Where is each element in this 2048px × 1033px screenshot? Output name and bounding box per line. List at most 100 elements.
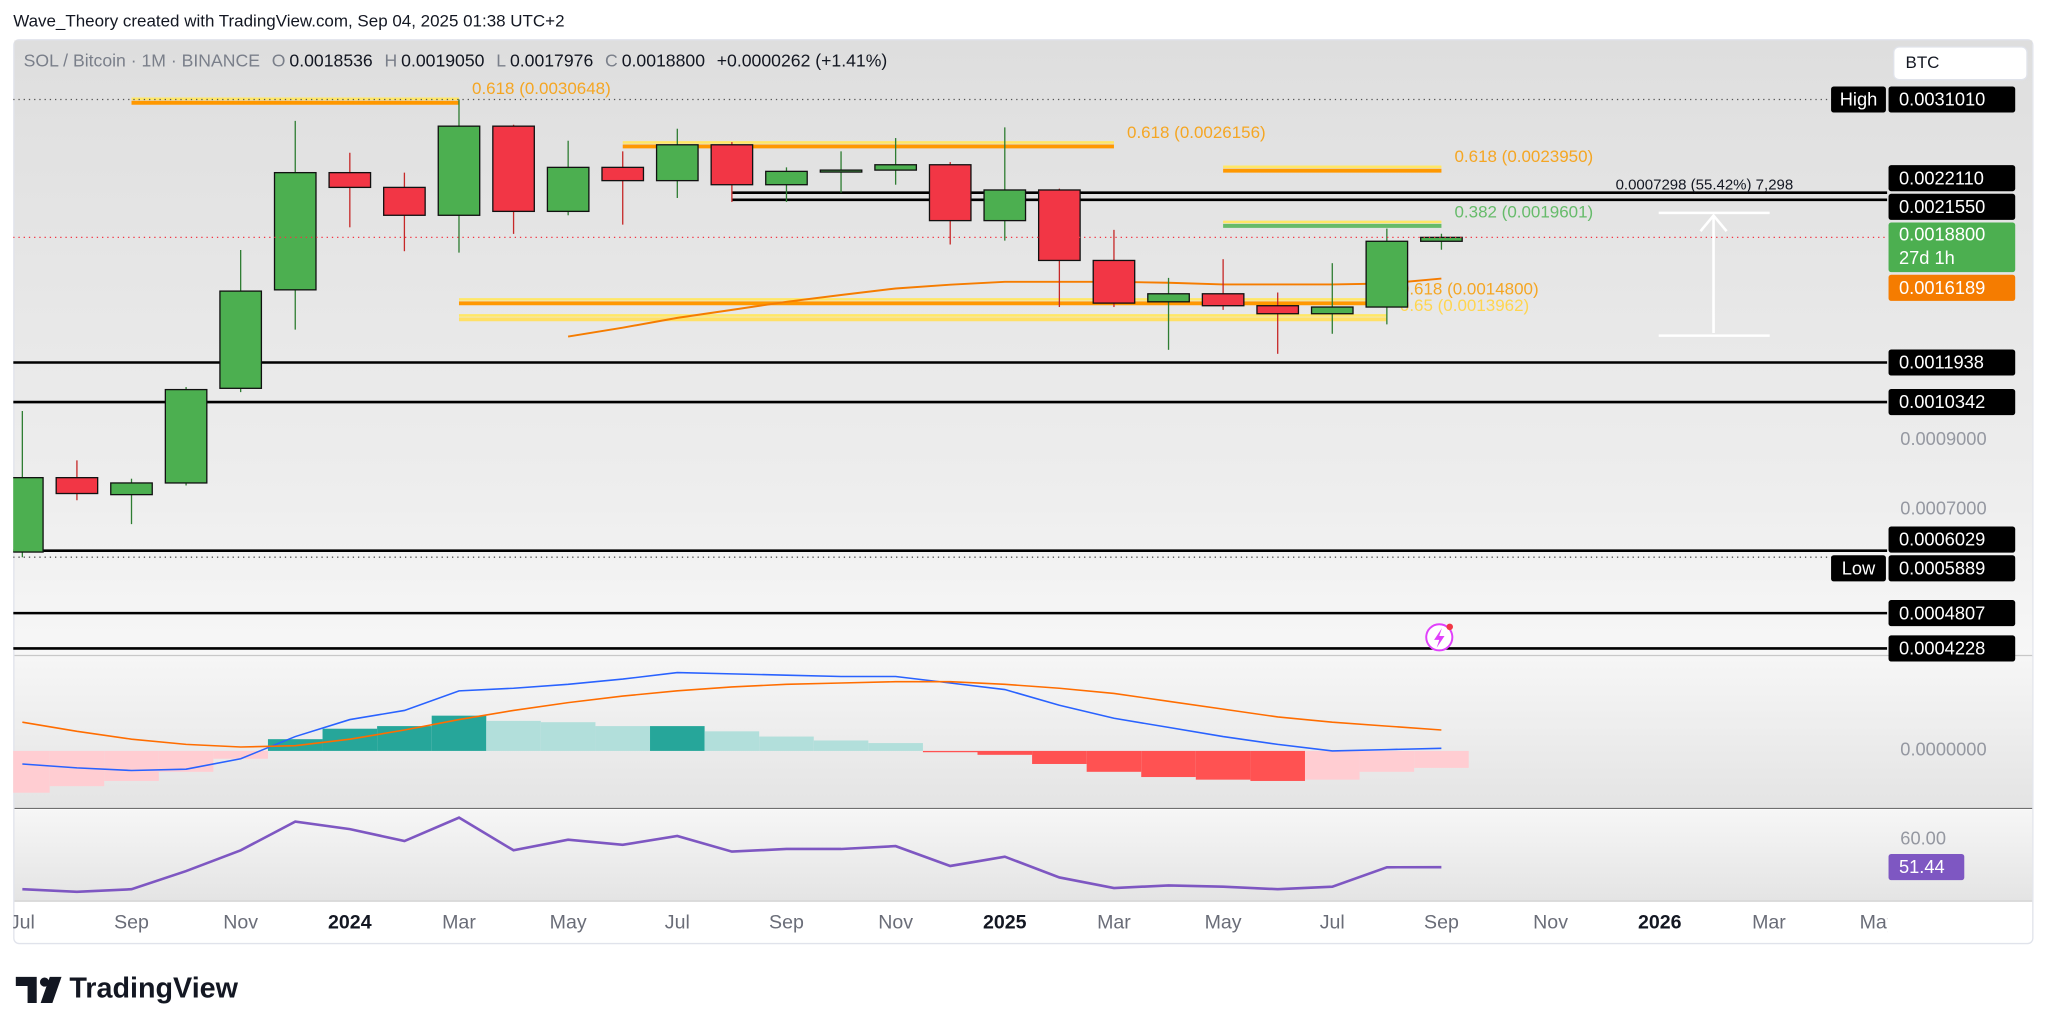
level-box <box>1888 165 2016 192</box>
histogram-bar <box>759 736 814 751</box>
level-label: 0.0010342 <box>1899 391 1985 412</box>
level-box <box>1888 86 2016 113</box>
y-tick-label: 0.0007000 <box>1900 497 1986 518</box>
candle-body <box>601 166 645 182</box>
x-tick-label: Sep <box>1424 911 1459 933</box>
candle-body <box>1420 236 1463 242</box>
x-tick-label: May <box>1205 911 1242 933</box>
candle-body <box>492 125 535 213</box>
rsi-pane <box>14 809 2033 902</box>
level-box <box>1888 555 2016 582</box>
histogram-bar <box>1032 750 1087 764</box>
x-tick-label: 2025 <box>983 911 1027 933</box>
level-box <box>1888 600 2016 627</box>
x-tick-label: May <box>550 911 587 933</box>
level-box <box>1888 388 2016 416</box>
ma-label: 0.0016189 <box>1899 277 1985 298</box>
level-box <box>1888 526 2016 553</box>
candle-body <box>874 164 918 171</box>
x-tick-label: May <box>1860 911 1897 933</box>
ohlc-value: 0.0018800 <box>622 50 706 70</box>
candle-body <box>55 476 99 495</box>
level-tag-box <box>1831 86 1886 113</box>
histogram-bar <box>1195 750 1251 780</box>
x-tick-label: Nov <box>223 911 258 933</box>
candle-body <box>1037 189 1081 262</box>
histogram-bar <box>1086 750 1142 772</box>
candle-body <box>928 164 972 222</box>
measure-label: 0.0007298 (55.42%) 7,298 <box>1616 176 1794 193</box>
candle-body <box>383 186 426 216</box>
candle-body <box>655 144 699 182</box>
ohlc-value: 0.0018536 <box>289 50 373 70</box>
histogram-bar <box>922 750 978 753</box>
candle-body <box>1201 293 1245 307</box>
level-box <box>1888 349 2016 376</box>
price-plot: 0.618 (0.0030648) 0.618 (0.0026156) 0.618 … <box>13 79 1888 650</box>
histogram-bar <box>704 731 760 751</box>
fib-label: 0.65 (0.0013962) <box>1400 296 1529 315</box>
level-label: 0.0022110 <box>1899 167 1984 188</box>
histogram-bar <box>1304 750 1360 780</box>
x-tick-label: Sep <box>769 911 804 933</box>
x-tick-label: Mar <box>1752 911 1786 933</box>
ohlc-key: L <box>496 50 506 70</box>
histogram-bar <box>1141 750 1196 778</box>
countdown: 27d 1h <box>1899 247 1955 268</box>
macd-pane <box>14 656 2033 808</box>
histogram-bar <box>1414 750 1469 768</box>
fib-label: 0.618 (0.0014800) <box>1400 280 1539 299</box>
x-tick-label: Sep <box>114 911 149 933</box>
level-label: 0.0031010 <box>1899 89 1985 110</box>
candle-body <box>437 125 481 216</box>
brand-name: TradingView <box>69 972 238 1004</box>
currency: BTC <box>1906 53 1940 72</box>
histogram-bar <box>486 720 541 751</box>
x-tick-label: Nov <box>1533 911 1568 933</box>
macd-plot <box>13 671 1469 793</box>
ma-box <box>1888 274 2016 301</box>
level-box <box>1888 635 2016 662</box>
brand-logo <box>15 976 62 1003</box>
candle-body <box>1310 306 1354 315</box>
candle-body <box>219 290 263 389</box>
candle-body <box>819 169 863 173</box>
ohlc-value: 0.0019050 <box>401 50 485 70</box>
time-axis: Jul Sep Nov 2024 Mar May Jul Sep Nov 2025 Mar May Ju… <box>10 911 1897 933</box>
histogram-bar <box>977 750 1033 755</box>
last-price-label: 0.0018800 <box>1899 223 1985 244</box>
rsi-plot <box>22 816 1442 894</box>
histogram-bar <box>1359 750 1415 772</box>
candle-body <box>110 482 153 496</box>
level-tag: High <box>1840 89 1878 110</box>
candle-body <box>273 171 317 291</box>
histogram-bar <box>1250 750 1305 781</box>
x-tick-label: Nov <box>878 911 913 933</box>
histogram-bar <box>540 722 596 751</box>
candle-body <box>328 171 372 189</box>
change: +0.0000262 (+1.41%) <box>717 50 888 70</box>
histogram-bar <box>595 726 651 751</box>
level-tag-box <box>1831 555 1886 582</box>
level-label: 0.0011938 <box>1899 352 1984 373</box>
histogram-bar <box>868 743 923 751</box>
level-label: 0.0021550 <box>1899 196 1985 217</box>
candle-body <box>1092 259 1136 304</box>
currency-box <box>1893 46 2028 81</box>
candle-body <box>546 166 590 213</box>
level-tag: Low <box>1842 557 1876 578</box>
level-label: 0.0004228 <box>1899 638 1985 659</box>
candle-body <box>1147 293 1190 303</box>
candle-body <box>765 170 808 186</box>
x-tick-label: Mar <box>442 911 476 933</box>
x-tick-label: Jul <box>1320 911 1345 933</box>
x-tick-label: Jul <box>10 911 35 933</box>
level-label: 0.0005889 <box>1899 557 1985 578</box>
y-tick-label: 0.0009000 <box>1900 428 1986 449</box>
macd-line <box>22 680 1442 748</box>
measure-tool <box>1658 211 1770 337</box>
legend-text: SOL / Bitcoin · 1M · BINANCE O 0.0018536 H 0… <box>24 50 888 70</box>
rsi-line <box>22 816 1442 894</box>
